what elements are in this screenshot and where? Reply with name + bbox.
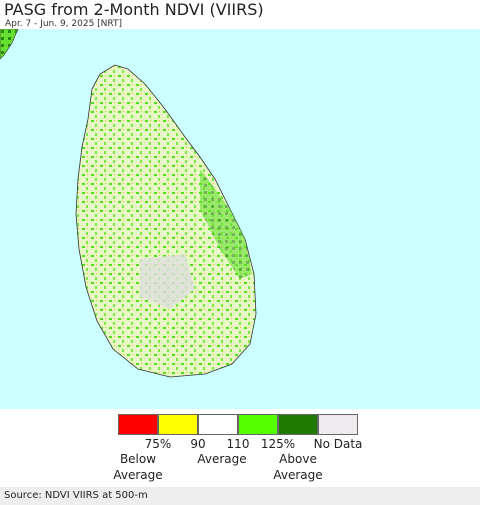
legend-swatch bbox=[158, 414, 198, 435]
no-data-area bbox=[140, 254, 195, 309]
east-coast bbox=[200, 169, 252, 279]
legend-tick-label: 90 bbox=[190, 437, 206, 451]
legend-group-label: Average bbox=[197, 452, 247, 466]
source: Source: NDVI VIIRS at 500-m bbox=[4, 490, 148, 501]
map bbox=[0, 29, 480, 409]
legend-tick-label: 75% bbox=[144, 437, 172, 451]
legend-tick-label: 110 bbox=[226, 437, 250, 451]
legend-no-data-label: No Data bbox=[313, 437, 363, 451]
subtitle: Apr. 7 - Jun. 9, 2025 [NRT] bbox=[5, 19, 123, 29]
footer-bar bbox=[0, 487, 480, 505]
title: PASG from 2-Month NDVI (VIIRS) bbox=[4, 0, 264, 19]
legend-swatch bbox=[318, 414, 358, 435]
legend-swatch bbox=[278, 414, 318, 435]
island bbox=[75, 64, 257, 378]
legend-tick-label: 125% bbox=[260, 437, 296, 451]
mainland bbox=[0, 29, 19, 60]
legend-group-label: Below Average bbox=[113, 452, 163, 482]
legend-swatch bbox=[198, 414, 238, 435]
legend-swatch bbox=[238, 414, 278, 435]
legend-group-label: Above Average bbox=[273, 452, 323, 482]
legend-swatch bbox=[118, 414, 158, 435]
